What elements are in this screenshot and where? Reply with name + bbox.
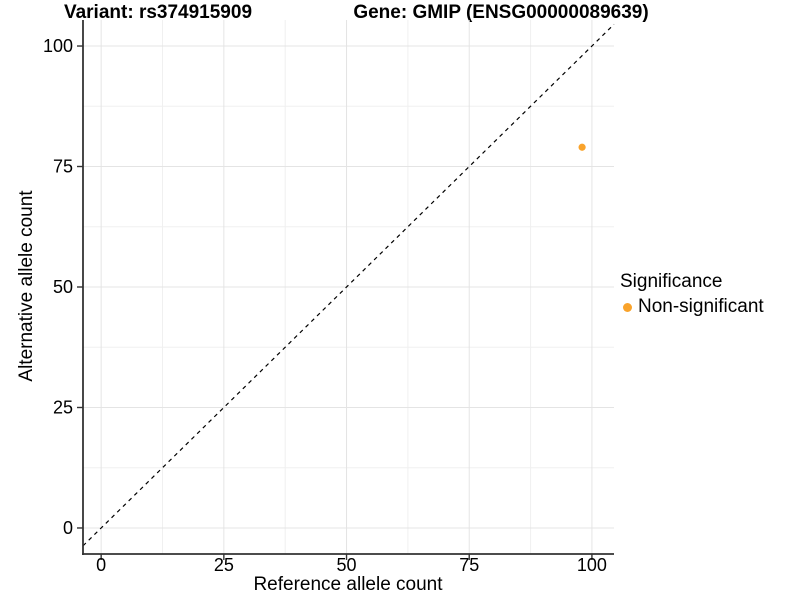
y-tick-label: 25: [53, 397, 73, 417]
x-tick-label: 75: [459, 555, 479, 575]
x-tick-label: 50: [337, 555, 357, 575]
legend-title: Significance: [620, 271, 723, 292]
legend: Significance Non-significant: [620, 271, 764, 318]
y-tick-label: 100: [43, 36, 73, 56]
x-tick-label: 25: [214, 555, 234, 575]
data-points: [578, 143, 586, 151]
grid-minor-lines: [83, 20, 614, 554]
y-tick-label: 50: [53, 277, 73, 297]
y-tick-label: 0: [63, 518, 73, 538]
axis-ticks: [77, 45, 593, 560]
legend-item-non-significant: Non-significant: [620, 296, 764, 318]
plot-title-gene: Gene: GMIP (ENSG00000089639): [353, 2, 649, 23]
y-axis-title: Alternative allele count: [16, 190, 37, 382]
x-tick-label: 100: [577, 555, 607, 575]
y-tick-labels: 0 25 50 75 100: [43, 36, 73, 538]
legend-point-icon: [623, 302, 632, 312]
y-tick-label: 75: [53, 157, 73, 177]
x-tick-label: 0: [96, 555, 106, 575]
legend-item-label: Non-significant: [638, 296, 764, 317]
x-axis-title: Reference allele count: [253, 574, 443, 595]
data-point: [578, 143, 586, 151]
plot-title-variant: Variant: rs374915909: [63, 2, 253, 23]
x-tick-labels: 0 25 50 75 100: [96, 555, 607, 575]
